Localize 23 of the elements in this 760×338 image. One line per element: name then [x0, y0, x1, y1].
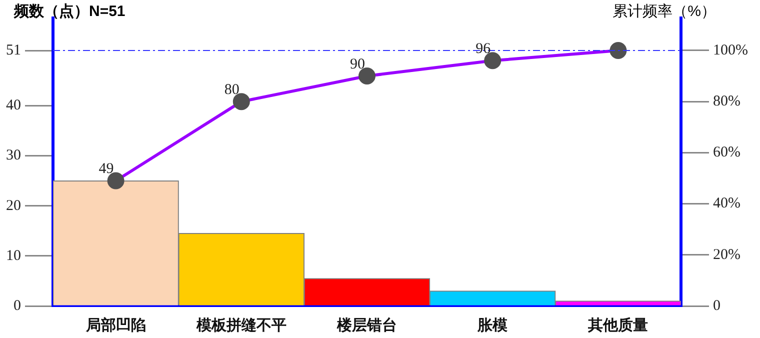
y2-tick-label: 20%: [713, 246, 741, 263]
x-tick-label: 其他质量: [587, 317, 648, 334]
y-axis-title: 频数（点）N=51: [14, 2, 126, 21]
y2-tick-label: 80%: [713, 94, 741, 110]
x-tick-label: 模板拼缝不平: [195, 317, 286, 334]
x-tick-label: 楼层错台: [336, 317, 397, 334]
y2-tick-label: 60%: [713, 144, 741, 161]
data-label: 96: [476, 41, 492, 58]
y2-tick-label: 40%: [713, 196, 741, 212]
y2-axis-title: 累计频率（%）: [612, 2, 716, 21]
y2-tick-label: 0: [713, 298, 721, 314]
data-label: 90: [350, 56, 365, 72]
y-tick-label: 0: [14, 298, 21, 314]
y2-tick-label: 100%: [713, 42, 748, 58]
data-label: 49: [98, 161, 114, 178]
x-tick-label: 胀模: [476, 317, 509, 334]
x-tick-label: 局部凹陷: [84, 316, 146, 334]
y-tick-label: 20: [6, 198, 21, 214]
y-tick-label: 30: [6, 148, 21, 164]
data-label: 80: [224, 82, 240, 98]
y-tick-label: 40: [6, 98, 21, 114]
y-tick-label: 51: [6, 42, 21, 58]
y-tick-label: 10: [6, 248, 21, 264]
